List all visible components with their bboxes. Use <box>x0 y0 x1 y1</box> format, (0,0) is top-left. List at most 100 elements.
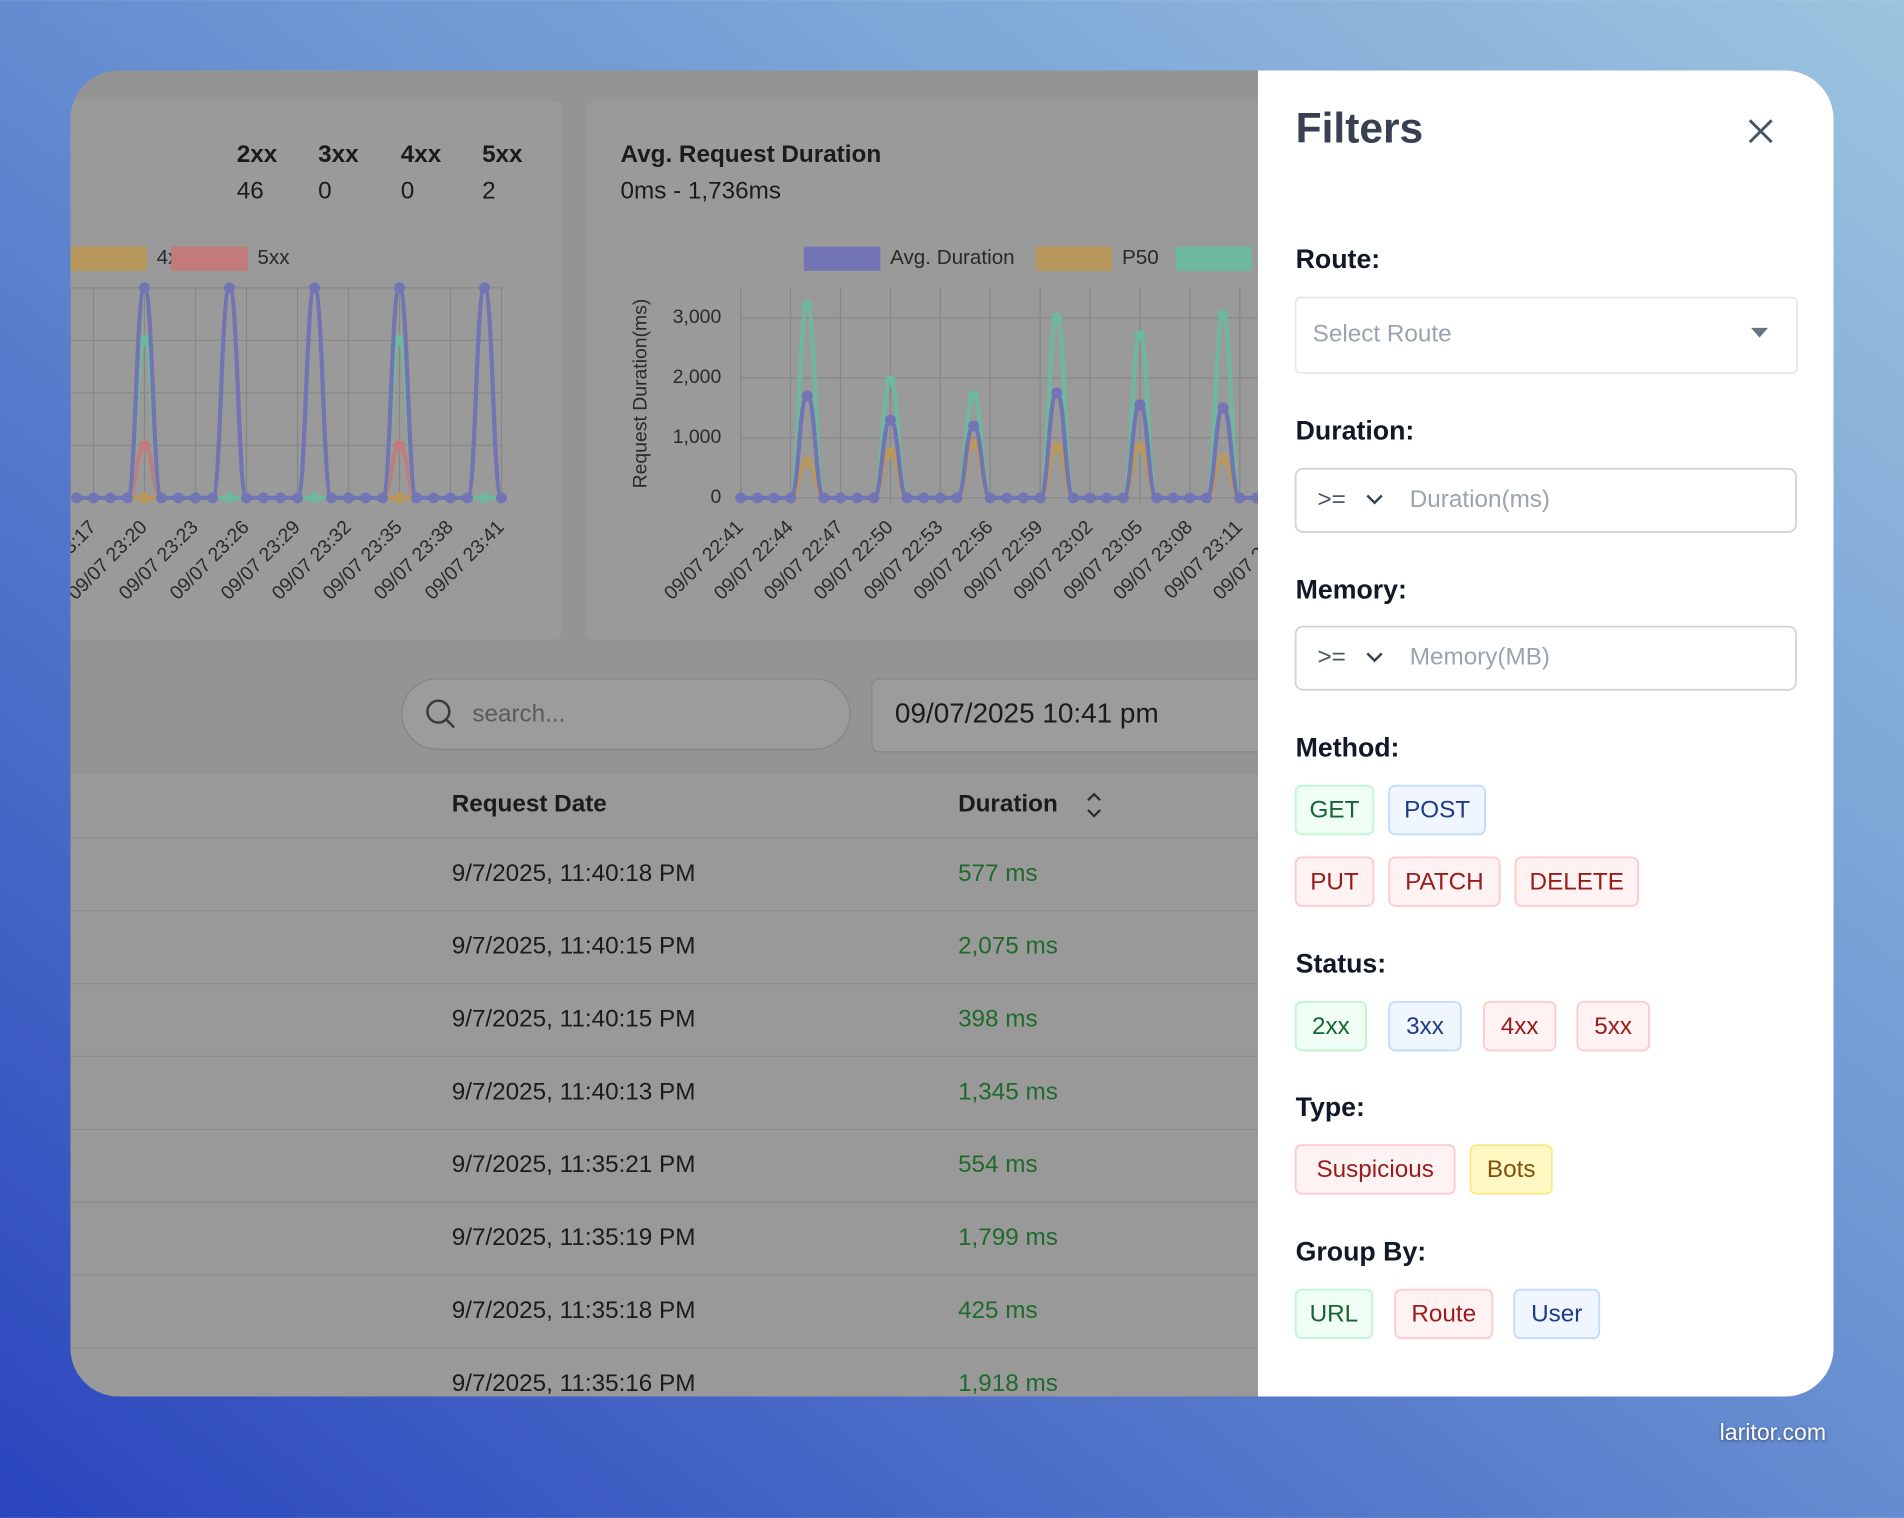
field-label: Type: <box>1296 1092 1365 1122</box>
filter-chip[interactable] <box>1576 1000 1650 1052</box>
chip-label: 5xx <box>1594 1013 1632 1040</box>
data-point <box>1134 330 1146 342</box>
chart-title: Avg. Request Duration <box>621 141 882 168</box>
filter-chip[interactable] <box>1294 784 1375 836</box>
field-label: Duration: <box>1296 415 1415 445</box>
legend-swatch <box>803 246 881 271</box>
data-point <box>1034 492 1046 504</box>
search-box[interactable] <box>401 678 851 750</box>
sort-icon[interactable] <box>1087 792 1101 818</box>
data-point <box>139 492 150 504</box>
legend-label: Avg. Duration <box>890 246 1015 269</box>
operator-chevron <box>1366 652 1383 663</box>
chip-label: 4xx <box>1501 1013 1539 1040</box>
data-point <box>1217 309 1229 321</box>
operator-select[interactable]: >= <box>1318 486 1346 513</box>
request-date: 9/7/2025, 11:35:21 PM <box>452 1151 696 1178</box>
memory-input[interactable] <box>1294 625 1797 691</box>
filter-chip[interactable] <box>1514 856 1639 907</box>
data-point <box>173 492 184 504</box>
data-point <box>1217 402 1229 414</box>
status-count: 46 <box>237 177 264 204</box>
field-label: Memory: <box>1296 574 1407 604</box>
data-point <box>1151 492 1163 504</box>
search-placeholder: search... <box>472 701 565 728</box>
filter-chip[interactable] <box>1469 1144 1553 1195</box>
filter-chip[interactable] <box>1482 1000 1557 1052</box>
y-tick-label: 2,000 <box>673 366 722 388</box>
data-point <box>394 282 405 294</box>
column-header: Request Date <box>452 791 607 818</box>
route-select[interactable] <box>1294 296 1799 374</box>
filter-chip[interactable] <box>1294 1144 1456 1195</box>
filter-chip[interactable] <box>1388 1000 1462 1052</box>
data-point <box>241 492 252 504</box>
data-point <box>884 414 896 426</box>
data-point <box>1101 492 1113 504</box>
data-point <box>479 492 490 504</box>
filter-chip[interactable] <box>1294 856 1375 907</box>
data-point <box>343 492 354 504</box>
select-placeholder: Select Route <box>1313 321 1452 348</box>
data-point <box>968 390 980 402</box>
filter-chip[interactable] <box>1294 1288 1374 1340</box>
filter-chip[interactable] <box>1294 1000 1367 1052</box>
data-point <box>1184 492 1196 504</box>
field-label: Status: <box>1296 948 1387 978</box>
data-point <box>224 492 235 504</box>
data-point <box>835 492 846 504</box>
operator-select[interactable]: >= <box>1318 644 1346 671</box>
data-point <box>496 492 507 504</box>
duration: 1,918 ms <box>958 1370 1058 1397</box>
filter-chip[interactable] <box>1394 1288 1494 1340</box>
data-point <box>1051 387 1063 399</box>
data-point <box>918 492 930 504</box>
data-point <box>1201 492 1212 504</box>
status-code: 4xx <box>401 141 442 168</box>
y-tick-label: 3,000 <box>673 306 722 328</box>
data-point <box>751 492 763 504</box>
y-tick-label: 1,000 <box>673 426 722 448</box>
chip-label: Bots <box>1487 1156 1536 1183</box>
request-date: 9/7/2025, 11:40:18 PM <box>452 860 696 887</box>
chip-label: Suspicious <box>1316 1156 1433 1183</box>
filter-chip[interactable] <box>1513 1288 1601 1340</box>
dropdown-caret <box>1751 327 1768 338</box>
drawer-title: Filters <box>1296 105 1424 152</box>
chip-label: POST <box>1404 797 1470 824</box>
duration: 1,799 ms <box>958 1224 1058 1251</box>
data-point <box>1167 492 1179 504</box>
data-point <box>428 492 439 504</box>
request-date: 9/7/2025, 11:40:15 PM <box>452 1005 696 1032</box>
status-count: 0 <box>318 177 332 204</box>
data-point <box>868 492 880 504</box>
operator-chevron <box>1366 494 1383 505</box>
data-point <box>190 492 201 504</box>
data-point <box>884 447 896 459</box>
filter-chip[interactable] <box>1388 784 1486 836</box>
data-point <box>360 492 371 504</box>
field-label: Method: <box>1296 732 1400 762</box>
chip-label: User <box>1531 1301 1582 1328</box>
data-point <box>377 492 388 504</box>
status-code: 5xx <box>482 141 523 168</box>
data-point <box>801 390 813 402</box>
duration: 577 ms <box>958 860 1038 887</box>
legend-label: 5xx <box>257 246 290 269</box>
request-date: 9/7/2025, 11:35:18 PM <box>452 1297 696 1324</box>
chip-label: Route <box>1411 1301 1476 1328</box>
legend-swatch <box>171 246 248 271</box>
data-point <box>224 282 235 294</box>
duration-input[interactable] <box>1294 467 1797 533</box>
duration: 398 ms <box>958 1005 1038 1032</box>
filter-chip[interactable] <box>1388 856 1501 907</box>
chip-label: GET <box>1310 797 1360 824</box>
close-button[interactable] <box>1748 119 1773 144</box>
data-point <box>1001 492 1013 504</box>
request-date: 9/7/2025, 11:35:16 PM <box>452 1370 696 1397</box>
data-point <box>394 439 405 451</box>
data-point <box>1234 492 1246 504</box>
data-point <box>309 282 320 294</box>
data-point <box>1250 492 1258 504</box>
